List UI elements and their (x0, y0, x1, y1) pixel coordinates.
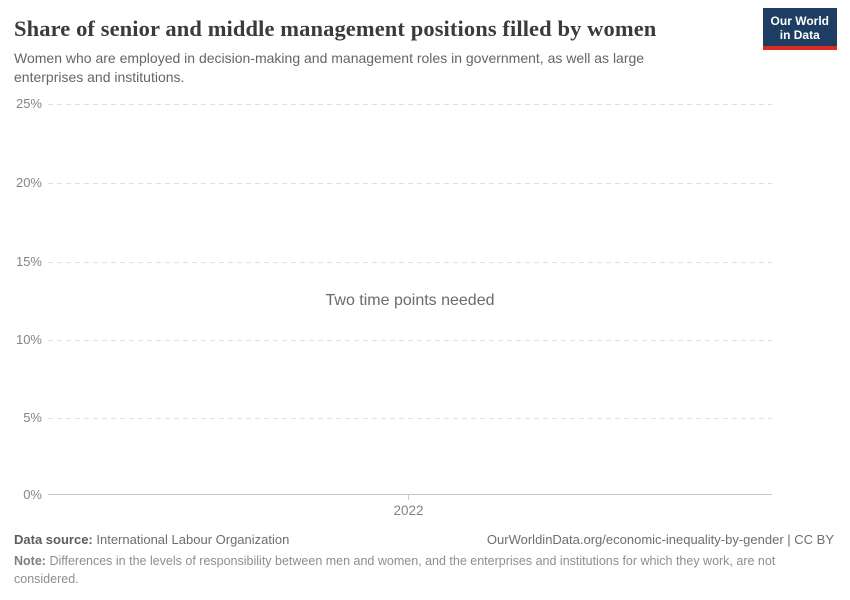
owid-logo: Our World in Data (762, 8, 837, 50)
owid-logo-line1: Our World (770, 14, 829, 28)
x-axis-tick-mark (408, 495, 409, 500)
gridline-15 (48, 262, 772, 263)
citation-link[interactable]: OurWorldinData.org/economic-inequality-b… (486, 532, 834, 547)
data-source-label: Data source: (14, 532, 93, 547)
y-axis-tick-label-0: 0% (23, 487, 42, 502)
y-axis-tick-label-10: 10% (15, 332, 42, 347)
chart-subtitle: Women who are employed in decision-makin… (14, 50, 645, 85)
gridline-20 (48, 183, 772, 184)
footer-note: Note: Differences in the levels of respo… (14, 553, 834, 588)
gridline-5 (48, 418, 772, 419)
data-source-value: International Labour Organization (96, 532, 290, 547)
x-axis-tick-label-2022: 2022 (393, 503, 424, 518)
no-data-message: Two time points needed (325, 292, 495, 309)
y-axis-tick-label-5: 5% (23, 410, 42, 425)
footer-note-label: Note: (14, 554, 46, 568)
y-axis-tick-label-20: 20% (15, 175, 42, 190)
page-title: Share of senior and middle management po… (14, 16, 657, 41)
footer-source-row: Data source: International Labour Organi… (14, 532, 834, 547)
gridline-10 (48, 340, 772, 341)
footer-note-value: Differences in the levels of responsibil… (14, 554, 776, 586)
y-axis-tick-label-25: 25% (15, 96, 42, 111)
y-axis-tick-label-15: 15% (15, 254, 42, 269)
x-axis-line (48, 494, 772, 495)
data-source: Data source: International Labour Organi… (14, 532, 289, 547)
owid-logo-line2: in Data (779, 28, 820, 42)
gridline-25 (48, 104, 772, 105)
